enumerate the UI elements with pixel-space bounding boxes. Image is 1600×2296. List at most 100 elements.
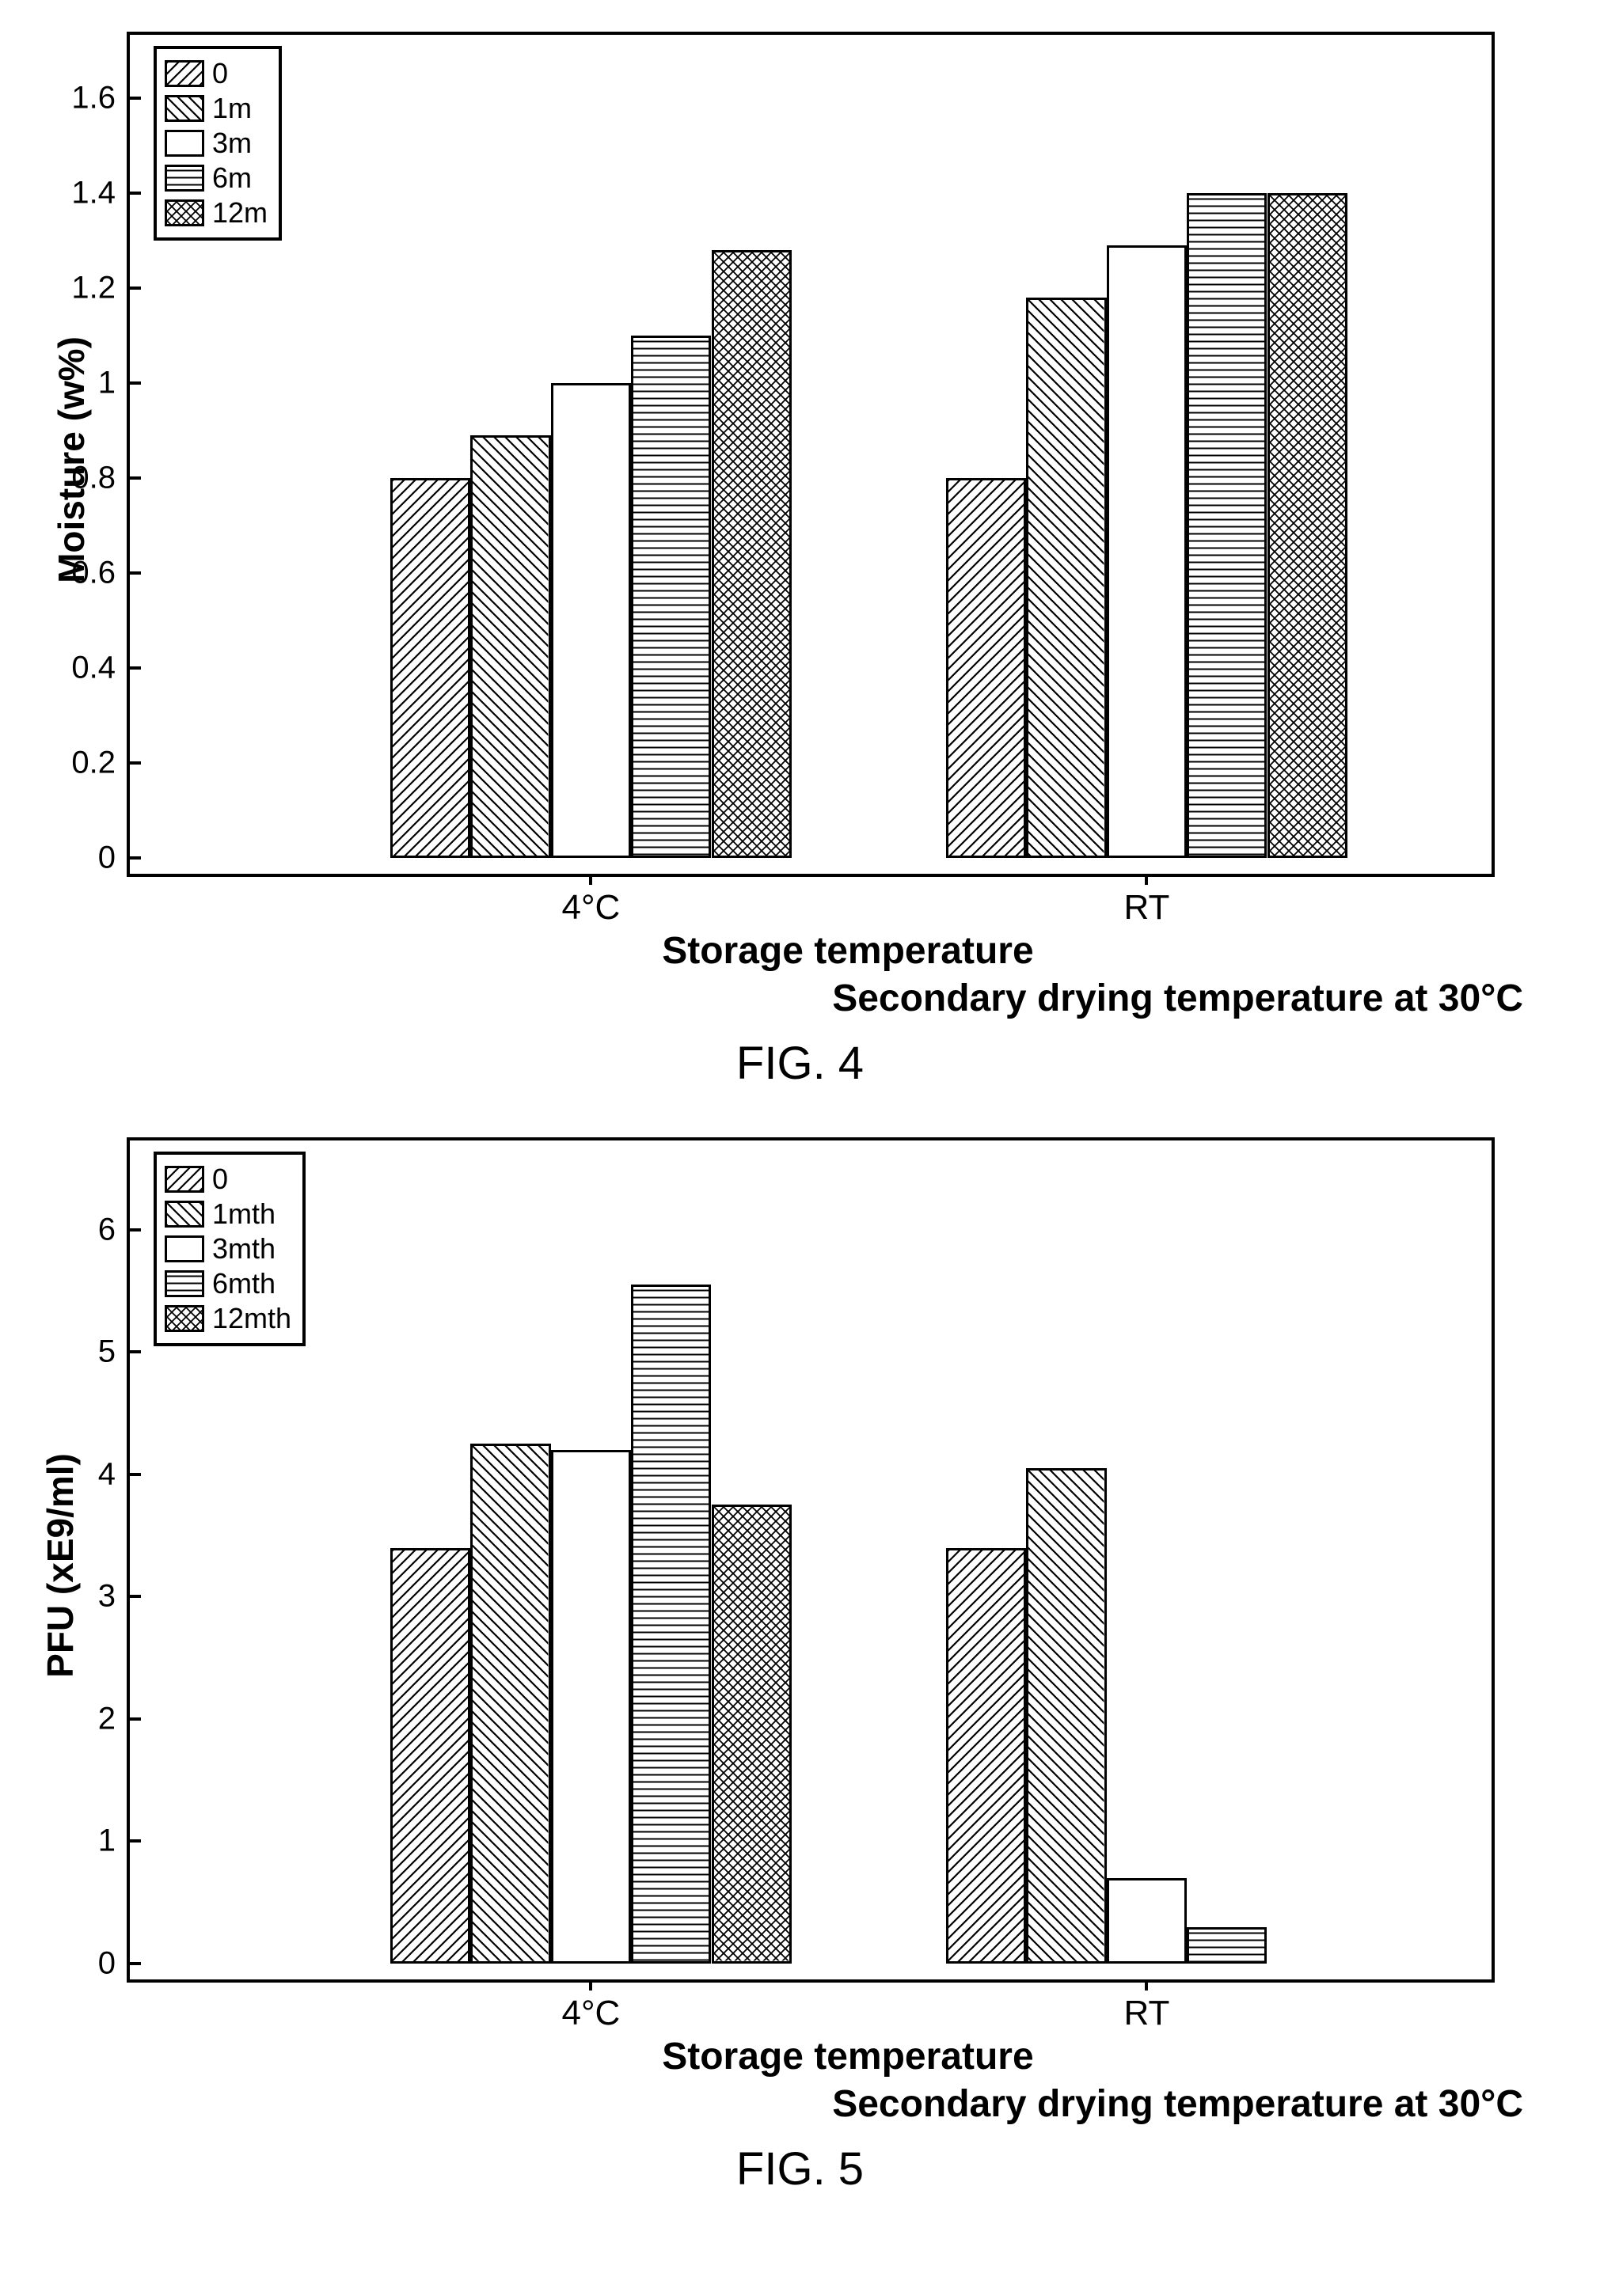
chart-frame: Moisture (w%)00.20.40.60.811.21.41.601m3… [127, 32, 1495, 877]
bar [1267, 193, 1347, 858]
legend-swatch [165, 130, 204, 157]
legend-item: 12m [165, 196, 268, 230]
bar [470, 1444, 550, 1964]
legend-item: 0 [165, 57, 268, 90]
bar [470, 435, 550, 858]
legend-label: 3m [212, 127, 252, 160]
bar [712, 250, 792, 858]
legend-swatch [165, 1305, 204, 1332]
bar [631, 336, 711, 858]
y-tick-label: 1.4 [71, 176, 130, 211]
y-tick-label: 0.6 [71, 556, 130, 591]
fig5-caption: FIG. 5 [32, 2142, 1568, 2195]
y-tick [130, 97, 141, 100]
bar [551, 1450, 631, 1964]
legend-label: 6m [212, 161, 252, 195]
x-tick-label: RT [1123, 1979, 1169, 2033]
x-tick-label: RT [1123, 874, 1169, 928]
sub-caption: Secondary drying temperature at 30°C [832, 2082, 1523, 2126]
y-tick [130, 856, 141, 860]
figure-4-block: Moisture (w%)00.20.40.60.811.21.41.601m3… [32, 32, 1568, 1090]
bar [631, 1285, 711, 1964]
y-tick [130, 287, 141, 290]
sub-caption: Secondary drying temperature at 30°C [832, 977, 1523, 1020]
y-tick-label: 1 [98, 1824, 130, 1859]
bar [1107, 245, 1187, 858]
y-tick [130, 1962, 141, 1965]
bar [1187, 193, 1267, 858]
legend-label: 12m [212, 196, 268, 230]
y-tick-label: 1 [98, 366, 130, 401]
y-tick [130, 1717, 141, 1721]
y-tick [130, 761, 141, 765]
legend: 01mth3mth6mth12mth [154, 1152, 306, 1346]
y-tick [130, 1228, 141, 1231]
legend-label: 3mth [212, 1232, 276, 1266]
x-tick-label: 4°C [561, 1979, 620, 2033]
y-tick [130, 1595, 141, 1598]
legend-label: 0 [212, 57, 228, 90]
fig4-caption: FIG. 4 [32, 1037, 1568, 1090]
y-tick [130, 571, 141, 575]
y-tick-label: 0.8 [71, 461, 130, 496]
legend-item: 0 [165, 1163, 291, 1196]
bar [946, 1548, 1026, 1964]
y-tick-label: 1.2 [71, 271, 130, 306]
y-tick-label: 6 [98, 1212, 130, 1247]
y-tick [130, 1350, 141, 1353]
y-tick-label: 2 [98, 1701, 130, 1736]
y-tick [130, 476, 141, 480]
legend-swatch [165, 60, 204, 87]
bar [1187, 1927, 1267, 1964]
y-tick [130, 1839, 141, 1842]
chart-frame: PFU (xE9/ml)012345601mth3mth6mth12mth4°C… [127, 1137, 1495, 1983]
bar [946, 478, 1026, 858]
legend-label: 12mth [212, 1302, 291, 1335]
x-tick-label: 4°C [561, 874, 620, 928]
legend-item: 12mth [165, 1302, 291, 1335]
bar [712, 1505, 792, 1964]
x-axis-label: Storage temperature [662, 929, 1033, 973]
legend-swatch [165, 1201, 204, 1228]
bar [390, 1548, 470, 1964]
legend-swatch [165, 1166, 204, 1193]
chart-fig5: PFU (xE9/ml)012345601mth3mth6mth12mth4°C… [127, 1137, 1600, 1976]
legend-swatch [165, 1235, 204, 1262]
bar [1026, 298, 1106, 858]
legend-swatch [165, 95, 204, 122]
legend-swatch [165, 165, 204, 192]
y-tick-label: 0 [98, 1946, 130, 1982]
bar [390, 478, 470, 858]
bar [1107, 1878, 1187, 1964]
y-tick-label: 1.6 [71, 81, 130, 116]
legend-label: 1m [212, 92, 252, 125]
legend: 01m3m6m12m [154, 46, 282, 241]
y-tick [130, 192, 141, 195]
y-tick-label: 3 [98, 1579, 130, 1615]
legend-item: 6mth [165, 1267, 291, 1300]
legend-item: 3mth [165, 1232, 291, 1266]
y-tick-label: 0 [98, 841, 130, 876]
y-tick [130, 381, 141, 385]
legend-item: 3m [165, 127, 268, 160]
y-axis-label: PFU (xE9/ml) [39, 1453, 82, 1678]
y-tick [130, 1473, 141, 1476]
y-tick-label: 0.2 [71, 746, 130, 781]
legend-swatch [165, 1270, 204, 1297]
y-tick-label: 0.4 [71, 651, 130, 686]
bar [551, 383, 631, 858]
y-tick [130, 666, 141, 670]
figure-5-block: PFU (xE9/ml)012345601mth3mth6mth12mth4°C… [32, 1137, 1568, 2195]
legend-item: 6m [165, 161, 268, 195]
legend-item: 1mth [165, 1197, 291, 1231]
legend-item: 1m [165, 92, 268, 125]
y-tick-label: 4 [98, 1456, 130, 1492]
y-tick-label: 5 [98, 1334, 130, 1370]
x-axis-label: Storage temperature [662, 2035, 1033, 2078]
legend-swatch [165, 199, 204, 226]
bar [1026, 1468, 1106, 1964]
legend-label: 0 [212, 1163, 228, 1196]
legend-label: 6mth [212, 1267, 276, 1300]
legend-label: 1mth [212, 1197, 276, 1231]
chart-fig4: Moisture (w%)00.20.40.60.811.21.41.601m3… [127, 32, 1600, 871]
